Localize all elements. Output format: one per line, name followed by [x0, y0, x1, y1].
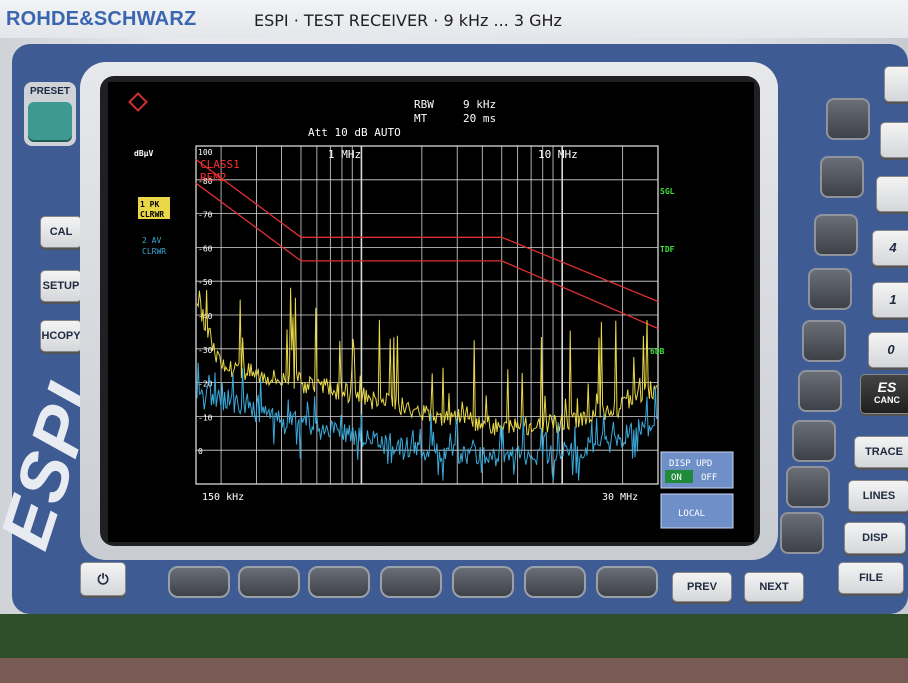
softkey-7[interactable]	[792, 420, 836, 462]
bottom-softkey-2[interactable]	[238, 566, 300, 598]
att-value: Att 10 dB AUTO	[308, 126, 401, 139]
bottom-softkey-4[interactable]	[380, 566, 442, 598]
freq-stop-label: 30 MHz	[602, 492, 638, 503]
freq-1mhz-label: 1 MHz	[328, 148, 361, 161]
softkey-local-label: LOCAL	[678, 509, 705, 519]
spectrum-display: RBW 9 kHz MT 20 ms Att 10 dB AUTO dBµV 1…	[128, 92, 734, 529]
prev-button[interactable]: PREV	[672, 572, 732, 602]
trace-button[interactable]: TRACE	[854, 436, 908, 468]
model-title: ESPI · TEST RECEIVER · 9 kHz ... 3 GHz	[254, 11, 562, 30]
softkey-5[interactable]	[802, 320, 846, 362]
prev-label: PREV	[687, 581, 717, 593]
next-label: NEXT	[759, 581, 789, 593]
key-0[interactable]: 0	[868, 332, 908, 368]
cal-button[interactable]: CAL	[40, 216, 82, 248]
preset-label: PRESET	[29, 86, 70, 97]
bottom-softkey-6[interactable]	[524, 566, 586, 598]
y-tick-label: -20	[198, 380, 213, 389]
lines-label: LINES	[862, 490, 896, 502]
softkey-9[interactable]	[780, 512, 824, 554]
softkey-3[interactable]	[814, 214, 858, 256]
bottom-softkey-7[interactable]	[596, 566, 658, 598]
softkey-4[interactable]	[808, 268, 852, 310]
unit-label: dBµV	[134, 149, 153, 158]
y-tick-label: -10	[198, 413, 213, 422]
bottom-softkey-1[interactable]	[168, 566, 230, 598]
freq-10mhz-label: 10 MHz	[538, 148, 578, 161]
softkey-disp-upd-label: DISP UPD	[669, 459, 712, 469]
file-button[interactable]: FILE	[838, 562, 904, 594]
softkey-local[interactable]: LOCAL	[660, 493, 734, 529]
tdf-indicator: TDF	[660, 245, 675, 254]
setup-button[interactable]: SETUP	[40, 270, 82, 302]
esc-cancel-button[interactable]: ES CANC	[860, 374, 908, 414]
lines-button[interactable]: LINES	[848, 480, 908, 512]
hcopy-button[interactable]: HCOPY	[40, 320, 82, 352]
y-tick-label: 0	[198, 447, 203, 456]
key-top-3[interactable]	[876, 176, 908, 212]
softkey-off-label: OFF	[701, 473, 717, 483]
limit2-label: REM2	[200, 171, 227, 184]
softkey-1[interactable]	[826, 98, 870, 140]
power-button[interactable]: ⏻	[80, 562, 126, 596]
trace1-mode: CLRWR	[140, 210, 164, 219]
next-button[interactable]: NEXT	[744, 572, 804, 602]
setup-label: SETUP	[42, 280, 80, 292]
hcopy-label: HCOPY	[41, 330, 81, 342]
softkey-on-label: ON	[671, 473, 682, 483]
y-tick-label: 100	[198, 148, 213, 157]
plot-grid	[195, 145, 659, 485]
bottom-softkey-3[interactable]	[308, 566, 370, 598]
preset-button[interactable]	[28, 102, 72, 140]
y-tick-label: -80	[198, 177, 213, 186]
brand-logo: ROHDE&SCHWARZ	[6, 8, 197, 30]
trace2-label: 2 AV	[142, 236, 161, 245]
trace2-mode: CLRWR	[142, 247, 166, 256]
key-4-label: 4	[889, 240, 897, 255]
key-1-label: 1	[889, 292, 897, 307]
top-strip	[0, 0, 908, 40]
softkey-2[interactable]	[820, 156, 864, 198]
rbw-value: 9 kHz	[463, 98, 496, 111]
6db-indicator: 6DB	[650, 347, 665, 356]
softkey-8[interactable]	[786, 466, 830, 508]
trace-class1	[195, 158, 659, 303]
rs-logo-icon	[128, 92, 148, 112]
trace1-label: 1 PK	[140, 200, 159, 209]
disp-label: DISP	[862, 532, 888, 544]
trace-2-av	[196, 362, 658, 481]
mt-label: MT	[414, 112, 428, 125]
disp-button[interactable]: DISP	[844, 522, 906, 554]
file-label: FILE	[859, 572, 883, 584]
display-screen: RBW 9 kHz MT 20 ms Att 10 dB AUTO dBµV 1…	[108, 82, 754, 542]
trace-rem2	[195, 182, 659, 330]
key-4[interactable]: 4	[872, 230, 908, 266]
softkey-disp-upd[interactable]: DISP UPD ON OFF	[660, 451, 734, 489]
y-tick-label: -70	[198, 211, 213, 220]
key-0-label: 0	[887, 342, 895, 357]
cal-label: CAL	[49, 226, 73, 238]
softkey-6[interactable]	[798, 370, 842, 412]
key-top-2[interactable]	[880, 122, 908, 158]
esc-sub-label: CANC	[874, 395, 900, 405]
esc-label: ES	[877, 379, 897, 395]
y-tick-label: -60	[198, 244, 213, 253]
mt-value: 20 ms	[463, 112, 496, 125]
plot-traces	[195, 158, 659, 481]
limit1-label: CLASS1	[200, 158, 240, 171]
floor	[0, 658, 908, 683]
softkey-on-state	[665, 470, 693, 483]
y-tick-label: -50	[198, 278, 213, 287]
key-1[interactable]: 1	[872, 282, 908, 318]
trace-1-pk	[196, 287, 658, 436]
bottom-softkey-5[interactable]	[452, 566, 514, 598]
trace-label: TRACE	[865, 446, 903, 458]
sgl-indicator: SGL	[660, 187, 675, 196]
rbw-label: RBW	[414, 98, 434, 111]
y-tick-label: -30	[198, 346, 213, 355]
key-top-1[interactable]	[884, 66, 908, 102]
freq-start-label: 150 kHz	[202, 492, 244, 503]
trace1-badge	[138, 197, 170, 219]
